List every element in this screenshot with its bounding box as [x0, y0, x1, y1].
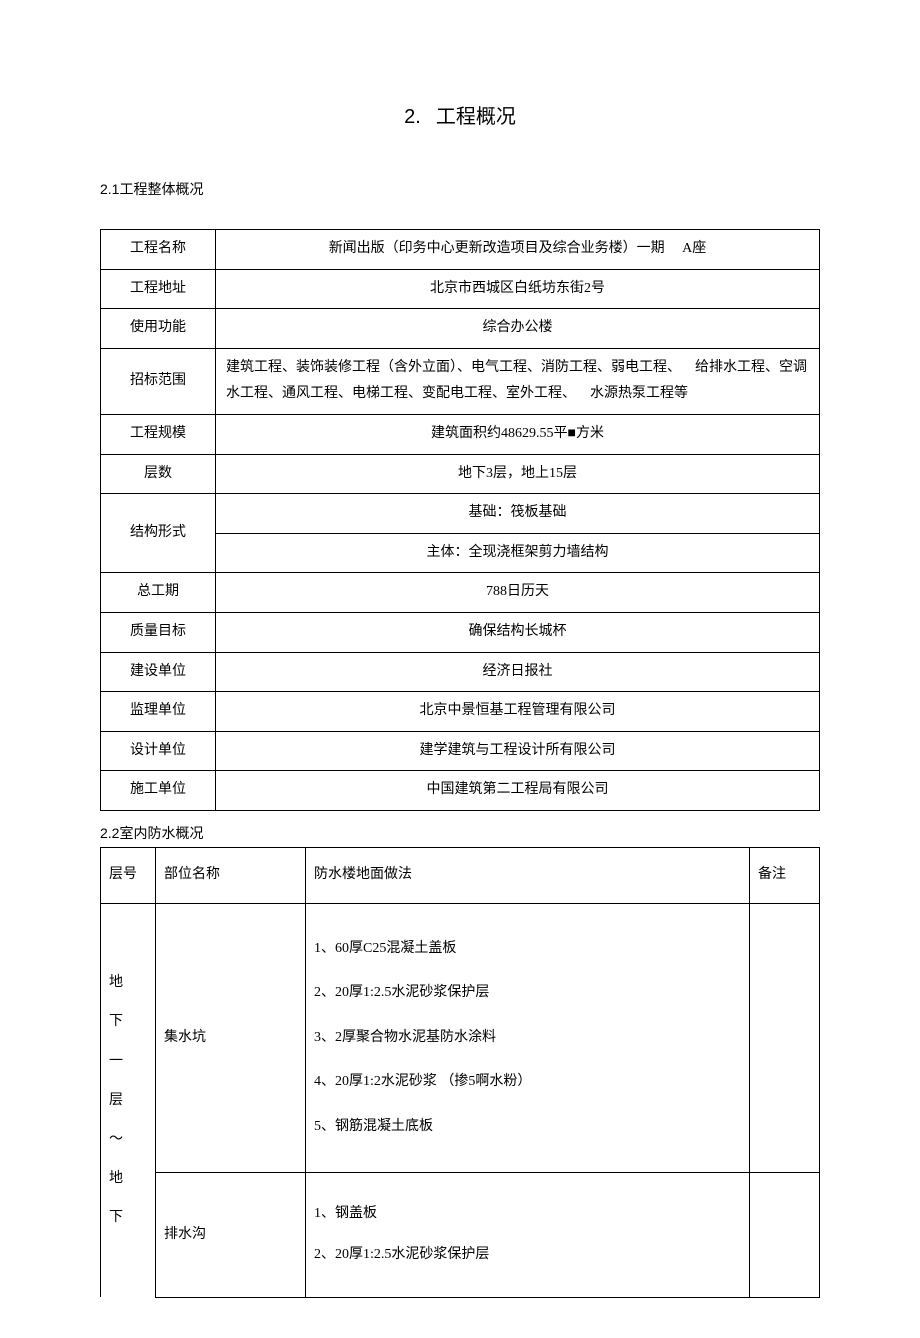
header-col3: 防水楼地面做法 — [306, 847, 750, 903]
row-label: 工程名称 — [101, 230, 216, 270]
sub2-number: 2.2 — [100, 825, 119, 841]
table-row: 施工单位 中国建筑第二工程局有限公司 — [101, 771, 820, 811]
section-title-text: 工程概况 — [436, 106, 516, 128]
table-row: 建设单位 经济日报社 — [101, 652, 820, 692]
method-cell: 1、60厚C25混凝土盖板2、20厚1:2.5水泥砂浆保护层3、2厚聚合物水泥基… — [306, 903, 750, 1173]
waterproof-table: 层号 部位名称 防水楼地面做法 备注 地下一层～地下 集水坑 1、60厚C25混… — [100, 847, 820, 1298]
row-value: 建筑工程、装饰装修工程（含外立面）、电气工程、消防工程、弱电工程、 给排水工程、… — [216, 348, 820, 414]
row-value: 新闻出版（印务中心更新改造项目及综合业务楼）一期 A座 — [216, 230, 820, 270]
row-value: 综合办公楼 — [216, 309, 820, 349]
table-row: 设计单位 建学建筑与工程设计所有限公司 — [101, 731, 820, 771]
row-value: 建筑面积约48629.55平■方米 — [216, 414, 820, 454]
row-label: 使用功能 — [101, 309, 216, 349]
row-label: 监理单位 — [101, 692, 216, 732]
row-label: 工程规模 — [101, 414, 216, 454]
part-cell: 集水坑 — [156, 903, 306, 1173]
section-number: 2. — [404, 106, 421, 128]
row-label: 建设单位 — [101, 652, 216, 692]
row-label: 总工期 — [101, 573, 216, 613]
table-row: 使用功能 综合办公楼 — [101, 309, 820, 349]
row-label: 质量目标 — [101, 612, 216, 652]
header-col2: 部位名称 — [156, 847, 306, 903]
sub1-number: 2.1 — [100, 181, 119, 197]
note-cell — [750, 903, 820, 1173]
part-cell: 排水沟 — [156, 1173, 306, 1297]
header-col1: 层号 — [101, 847, 156, 903]
floor-cell: 地下一层～地下 — [101, 903, 156, 1297]
table-row: 层号 部位名称 防水楼地面做法 备注 — [101, 847, 820, 903]
row-label: 工程地址 — [101, 269, 216, 309]
row-label: 设计单位 — [101, 731, 216, 771]
project-overview-table: 工程名称 新闻出版（印务中心更新改造项目及综合业务楼）一期 A座 工程地址 北京… — [100, 229, 820, 811]
table-row: 工程规模 建筑面积约48629.55平■方米 — [101, 414, 820, 454]
row-value: 确保结构长城杯 — [216, 612, 820, 652]
table-row: 招标范围 建筑工程、装饰装修工程（含外立面）、电气工程、消防工程、弱电工程、 给… — [101, 348, 820, 414]
table-row: 监理单位 北京中景恒基工程管理有限公司 — [101, 692, 820, 732]
subsection-2: 2.2室内防水概况 — [100, 823, 820, 843]
sub2-title: 室内防水概况 — [119, 825, 203, 841]
table-row: 排水沟 1、钢盖板2、20厚1:2.5水泥砂浆保护层 — [101, 1173, 820, 1297]
row-value: 北京市西城区白纸坊东街2号 — [216, 269, 820, 309]
row-value: 地下3层，地上15层 — [216, 454, 820, 494]
row-value: 北京中景恒基工程管理有限公司 — [216, 692, 820, 732]
table-row: 工程名称 新闻出版（印务中心更新改造项目及综合业务楼）一期 A座 — [101, 230, 820, 270]
table-row: 总工期 788日历天 — [101, 573, 820, 613]
section-title: 2. 工程概况 — [100, 100, 820, 129]
table-row: 工程地址 北京市西城区白纸坊东街2号 — [101, 269, 820, 309]
row-value: 中国建筑第二工程局有限公司 — [216, 771, 820, 811]
table-row: 层数 地下3层，地上15层 — [101, 454, 820, 494]
row-value: 建学建筑与工程设计所有限公司 — [216, 731, 820, 771]
method-cell: 1、钢盖板2、20厚1:2.5水泥砂浆保护层 — [306, 1173, 750, 1297]
table-row: 结构形式 基础：筏板基础 — [101, 494, 820, 534]
table-row: 质量目标 确保结构长城杯 — [101, 612, 820, 652]
row-label: 招标范围 — [101, 348, 216, 414]
table-row: 地下一层～地下 集水坑 1、60厚C25混凝土盖板2、20厚1:2.5水泥砂浆保… — [101, 903, 820, 1173]
header-col4: 备注 — [750, 847, 820, 903]
subsection-1: 2.1工程整体概况 — [100, 179, 820, 199]
row-value: 基础：筏板基础 — [216, 494, 820, 534]
note-cell — [750, 1173, 820, 1297]
row-label: 施工单位 — [101, 771, 216, 811]
row-label: 结构形式 — [101, 494, 216, 573]
row-value: 788日历天 — [216, 573, 820, 613]
row-value: 主体：全现浇框架剪力墙结构 — [216, 533, 820, 573]
row-label: 层数 — [101, 454, 216, 494]
sub1-title: 工程整体概况 — [119, 181, 203, 197]
row-value: 经济日报社 — [216, 652, 820, 692]
